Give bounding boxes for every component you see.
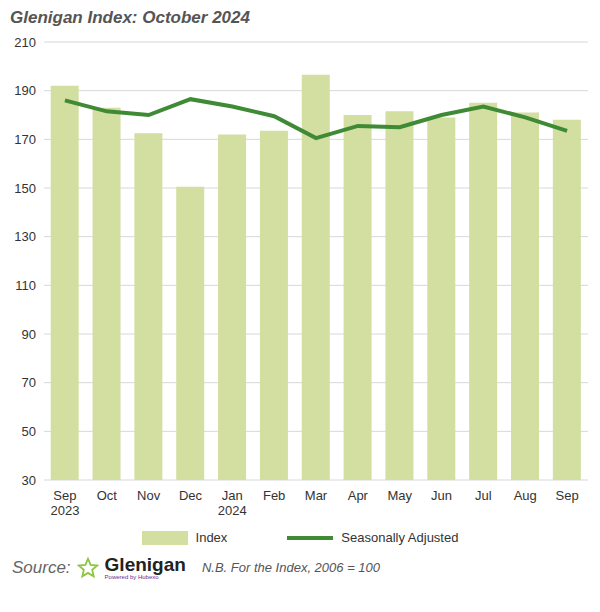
svg-text:Oct: Oct: [97, 488, 118, 503]
svg-text:190: 190: [14, 83, 36, 98]
svg-text:Aug: Aug: [514, 488, 537, 503]
html-text:Source:: Source:: [12, 557, 71, 577]
svg-text:Nov: Nov: [137, 488, 161, 503]
html-text:Glenigan Index: October 2024: Glenigan Index: October 2024: [10, 8, 250, 27]
html-text:Powered by Hubexo: Powered by Hubexo: [104, 574, 159, 580]
svg-text:70: 70: [22, 375, 36, 390]
svg-text:May: May: [387, 488, 412, 503]
svg-text:Mar: Mar: [305, 488, 328, 503]
svg-text:Jan2024: Jan2024: [218, 488, 247, 518]
svg-text:210: 210: [14, 35, 36, 50]
svg-text:150: 150: [14, 181, 36, 196]
svg-text:170: 170: [14, 132, 36, 147]
html-text:Glenigan: Glenigan: [104, 554, 186, 575]
svg-text:Jun: Jun: [431, 488, 452, 503]
svg-text:Jul: Jul: [475, 488, 492, 503]
svg-text:Sep2023: Sep2023: [50, 488, 79, 518]
svg-text:110: 110: [15, 278, 36, 293]
html-text:N.B. For the Index, 2006 = 100: N.B. For the Index, 2006 = 100: [201, 560, 380, 575]
svg-text:30: 30: [22, 473, 36, 488]
html-text:Seasonally Adjusted: Seasonally Adjusted: [341, 530, 459, 545]
svg-text:Sep: Sep: [556, 488, 579, 503]
svg-text:Dec: Dec: [179, 488, 203, 503]
svg-text:Apr: Apr: [348, 488, 369, 503]
svg-text:Feb: Feb: [263, 488, 285, 503]
html-text:Index: Index: [195, 530, 228, 545]
svg-text:130: 130: [14, 229, 36, 244]
svg-text:50: 50: [22, 424, 36, 439]
svg-text:90: 90: [22, 327, 36, 342]
